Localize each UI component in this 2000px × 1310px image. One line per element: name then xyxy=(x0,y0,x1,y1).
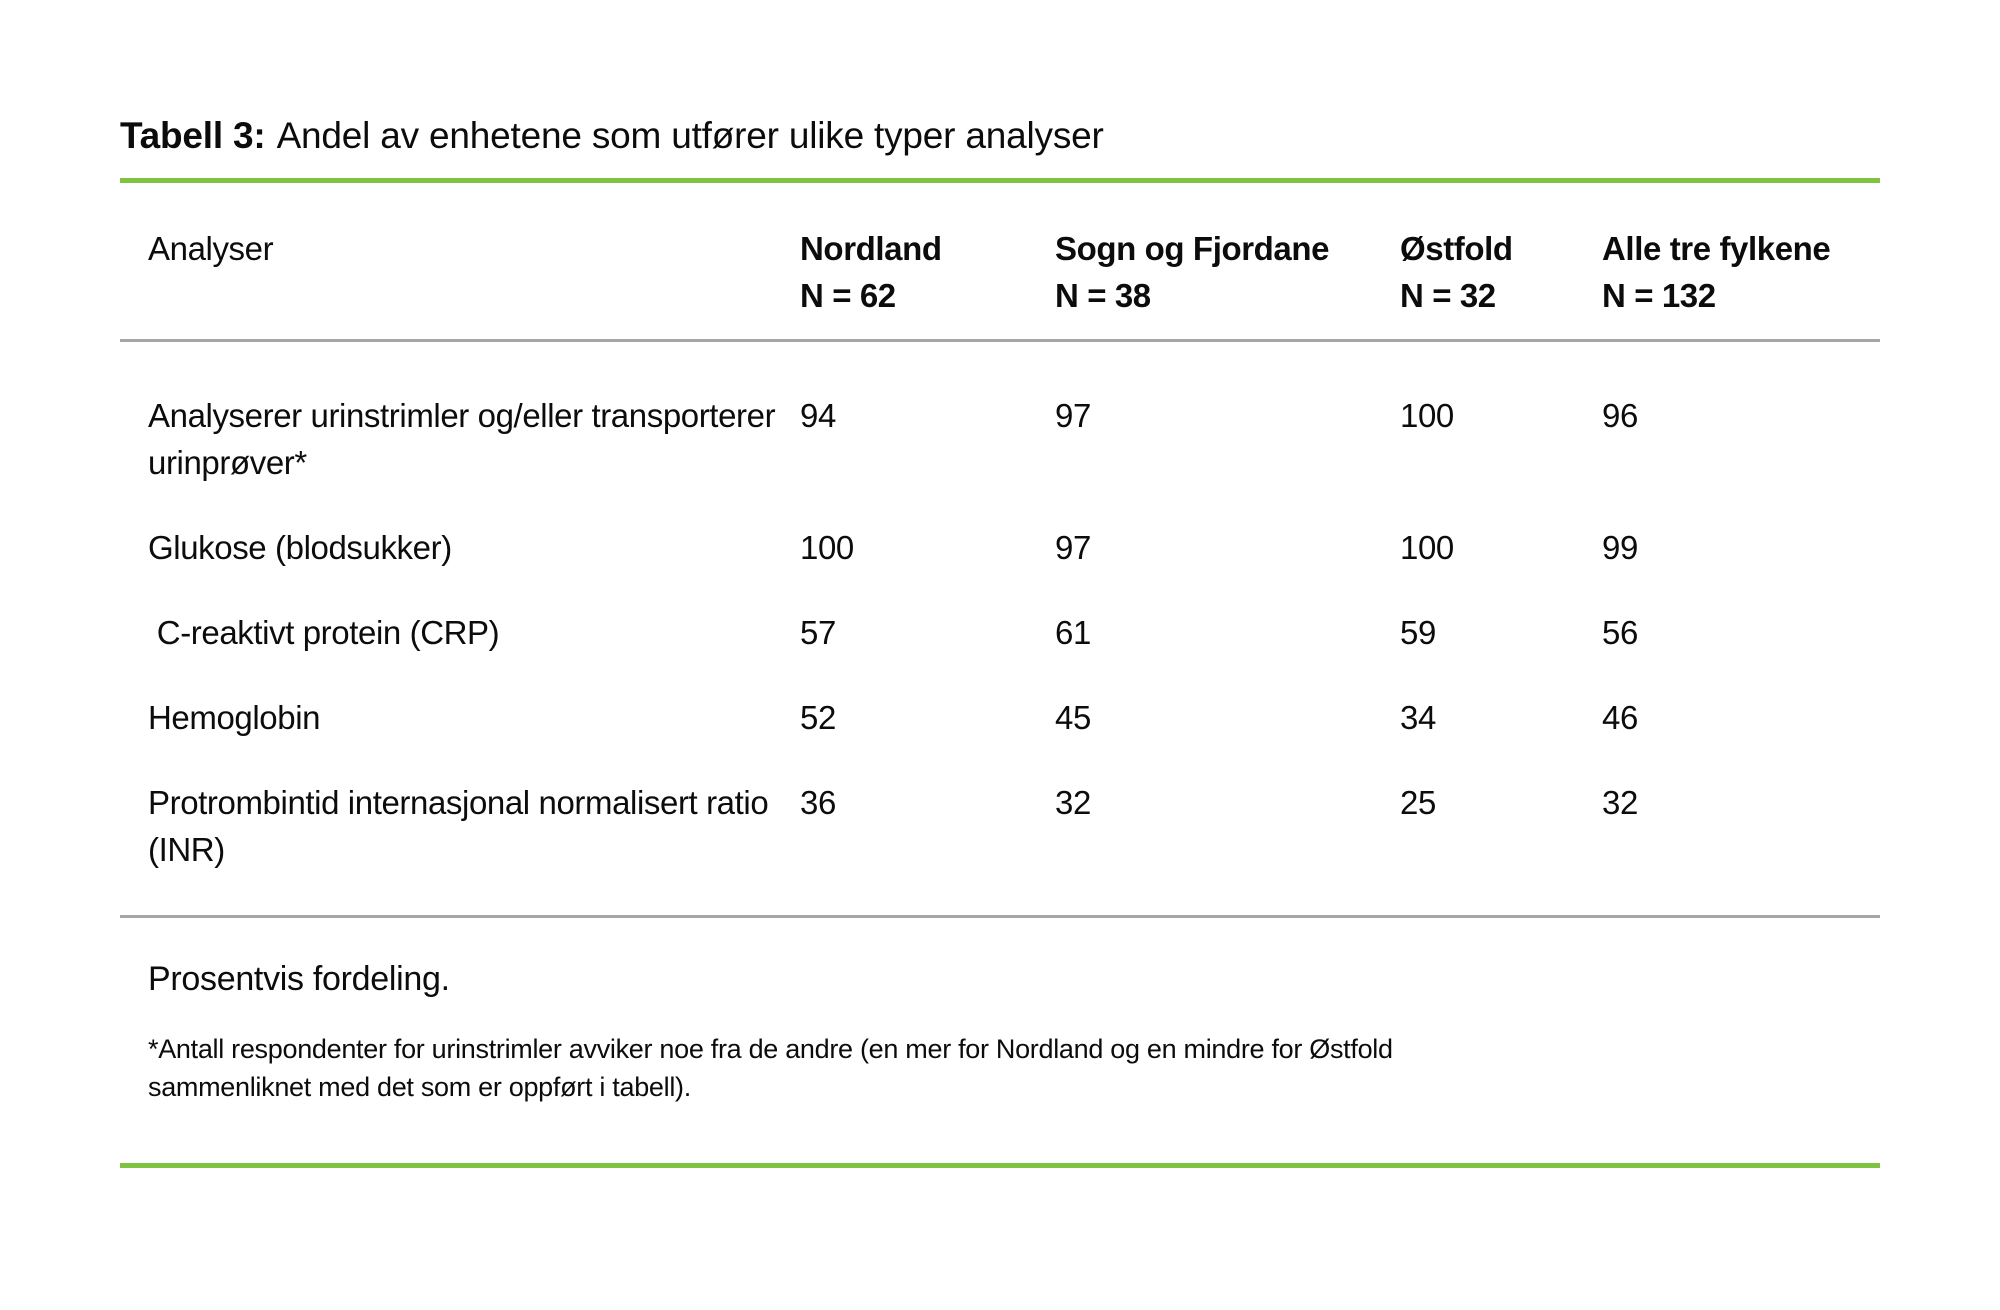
cell-value: 61 xyxy=(1055,614,1091,651)
table-row: Hemoglobin 52 45 34 46 xyxy=(120,694,1880,741)
table-title-label: Tabell 3: xyxy=(120,115,266,156)
cell-value: 36 xyxy=(800,784,836,821)
column-header-name: Alle tre fylkene xyxy=(1602,230,1831,267)
cell-value: 45 xyxy=(1055,699,1091,736)
row-label: C-reaktivt protein (CRP) xyxy=(148,614,500,651)
column-header-name: Nordland xyxy=(800,230,942,267)
cell-value: 99 xyxy=(1602,529,1638,566)
column-header-n: N = 32 xyxy=(1400,277,1496,314)
cell-value: 32 xyxy=(1055,784,1091,821)
column-header-n: N = 62 xyxy=(800,277,896,314)
bottom-accent-rule xyxy=(120,1163,1880,1168)
cell-value: 94 xyxy=(800,397,836,434)
cell-value: 25 xyxy=(1400,784,1436,821)
table-row: Glukose (blodsukker) 100 97 100 99 xyxy=(120,524,1880,571)
cell-value: 52 xyxy=(800,699,836,736)
table-note: Prosentvis fordeling. xyxy=(148,960,450,998)
column-header-name: Østfold xyxy=(1400,230,1513,267)
table-row: Protrombintid internasjonal normalisert … xyxy=(120,779,1880,873)
cell-value: 100 xyxy=(1400,529,1454,566)
table-title-text: Andel av enhetene som utfører ulike type… xyxy=(276,115,1104,156)
column-header-n: N = 132 xyxy=(1602,277,1716,314)
row-label: Analyserer urinstrimler og/eller transpo… xyxy=(148,397,784,481)
cell-value: 32 xyxy=(1602,784,1638,821)
column-header-sogn-og-fjordane: Sogn og Fjordane N = 38 xyxy=(1055,225,1400,319)
column-header-alle-tre-fylkene: Alle tre fylkene N = 132 xyxy=(1602,225,1880,319)
cell-value: 100 xyxy=(800,529,854,566)
header-divider-rule xyxy=(120,339,1880,342)
column-header-nordland: Nordland N = 62 xyxy=(800,225,1055,319)
cell-value: 57 xyxy=(800,614,836,651)
column-header-ostfold: Østfold N = 32 xyxy=(1400,225,1602,319)
table-body: Analyserer urinstrimler og/eller transpo… xyxy=(120,392,1880,873)
table-title: Tabell 3: Andel av enhetene som utfører u… xyxy=(120,0,1880,162)
footnote-line: sammenliknet med det som er oppført i ta… xyxy=(148,1072,691,1102)
cell-value: 56 xyxy=(1602,614,1638,651)
footnote-line: *Antall respondenter for urinstrimler av… xyxy=(148,1034,1393,1064)
cell-value: 97 xyxy=(1055,529,1091,566)
cell-value: 46 xyxy=(1602,699,1638,736)
data-table: Analyser Nordland N = 62 Sogn og Fjordan… xyxy=(120,183,1880,918)
table-footnote: *Antall respondenter for urinstrimler av… xyxy=(120,1030,1880,1106)
table-row: Analyserer urinstrimler og/eller transpo… xyxy=(120,392,1880,486)
top-accent-rule xyxy=(120,178,1880,183)
row-label: Hemoglobin xyxy=(148,699,321,736)
row-label: Protrombintid internasjonal normalisert … xyxy=(148,784,778,868)
column-header-n: N = 38 xyxy=(1055,277,1151,314)
table-row: C-reaktivt protein (CRP) 57 61 59 56 xyxy=(120,609,1880,656)
column-header-name: Sogn og Fjordane xyxy=(1055,230,1330,267)
cell-value: 96 xyxy=(1602,397,1638,434)
cell-value: 100 xyxy=(1400,397,1454,434)
cell-value: 97 xyxy=(1055,397,1091,434)
table-figure: Tabell 3: Andel av enhetene som utfører u… xyxy=(120,0,1880,1168)
column-header-analyser: Analyser xyxy=(148,230,274,267)
row-label: Glukose (blodsukker) xyxy=(148,529,452,566)
cell-value: 34 xyxy=(1400,699,1436,736)
body-divider-rule xyxy=(120,915,1880,918)
cell-value: 59 xyxy=(1400,614,1436,651)
table-header-row: Analyser Nordland N = 62 Sogn og Fjordan… xyxy=(120,183,1880,319)
